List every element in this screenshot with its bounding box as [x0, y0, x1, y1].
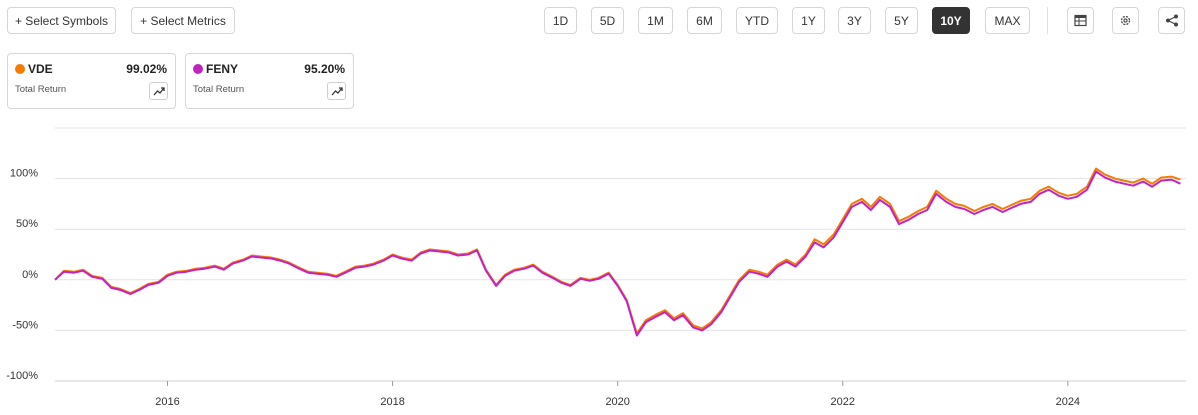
range-1m-button[interactable]: 1M	[638, 7, 673, 34]
legend-metric: Total Return	[193, 84, 245, 95]
legend-card-vde: VDE 99.02% Total Return	[7, 53, 176, 109]
legend-value: 99.02%	[126, 62, 167, 76]
legend-value: 95.20%	[304, 62, 345, 76]
x-tick-label: 2024	[1056, 396, 1080, 408]
share-button[interactable]	[1158, 7, 1185, 34]
series-line-feny	[54, 170, 1181, 337]
y-tick-label: 50%	[16, 218, 38, 230]
legend-symbol: VDE	[28, 62, 53, 76]
x-tick-label: 2020	[605, 396, 629, 408]
trend-arrow-icon	[153, 87, 165, 96]
y-tick-label: -50%	[12, 319, 38, 331]
x-tick-label: 2016	[155, 396, 179, 408]
share-icon	[1165, 14, 1178, 27]
legend-card-feny: FENY 95.20% Total Return	[185, 53, 354, 109]
toolbar: + Select Symbols + Select Metrics 1D 5D …	[0, 0, 1198, 40]
trend-arrow-icon	[331, 87, 343, 96]
y-tick-label: -100%	[6, 370, 38, 382]
series-line-vde	[54, 167, 1181, 335]
range-max-button[interactable]: MAX	[985, 7, 1030, 34]
range-5d-button[interactable]: 5D	[591, 7, 624, 34]
y-tick-label: 0%	[22, 269, 38, 281]
y-tick-label: 100%	[10, 168, 38, 180]
x-tick-label: 2018	[380, 396, 404, 408]
legend-metric: Total Return	[15, 84, 67, 95]
trend-toggle-button[interactable]	[327, 82, 346, 100]
total-return-chart: -100% -50% 0% 50% 100% 2016 2018 2020 2022 2024	[6, 127, 1186, 408]
select-symbols-button[interactable]: + Select Symbols	[7, 7, 116, 34]
trend-toggle-button[interactable]	[149, 82, 168, 100]
range-1y-button[interactable]: 1Y	[792, 7, 825, 34]
range-1d-button[interactable]: 1D	[544, 7, 577, 34]
range-6m-button[interactable]: 6M	[687, 7, 722, 34]
range-ytd-button[interactable]: YTD	[736, 7, 778, 34]
table-view-button[interactable]	[1067, 7, 1094, 34]
gear-icon	[1120, 15, 1131, 26]
range-3y-button[interactable]: 3Y	[838, 7, 871, 34]
legend-symbol: FENY	[206, 62, 239, 76]
settings-button[interactable]	[1112, 7, 1139, 34]
feny-color-dot	[193, 64, 203, 74]
range-5y-button[interactable]: 5Y	[885, 7, 918, 34]
vde-color-dot	[15, 64, 25, 74]
x-tick-label: 2022	[831, 396, 855, 408]
toolbar-divider	[1047, 7, 1048, 34]
select-metrics-button[interactable]: + Select Metrics	[131, 7, 235, 34]
table-icon	[1074, 14, 1087, 27]
range-10y-button[interactable]: 10Y	[932, 7, 970, 34]
